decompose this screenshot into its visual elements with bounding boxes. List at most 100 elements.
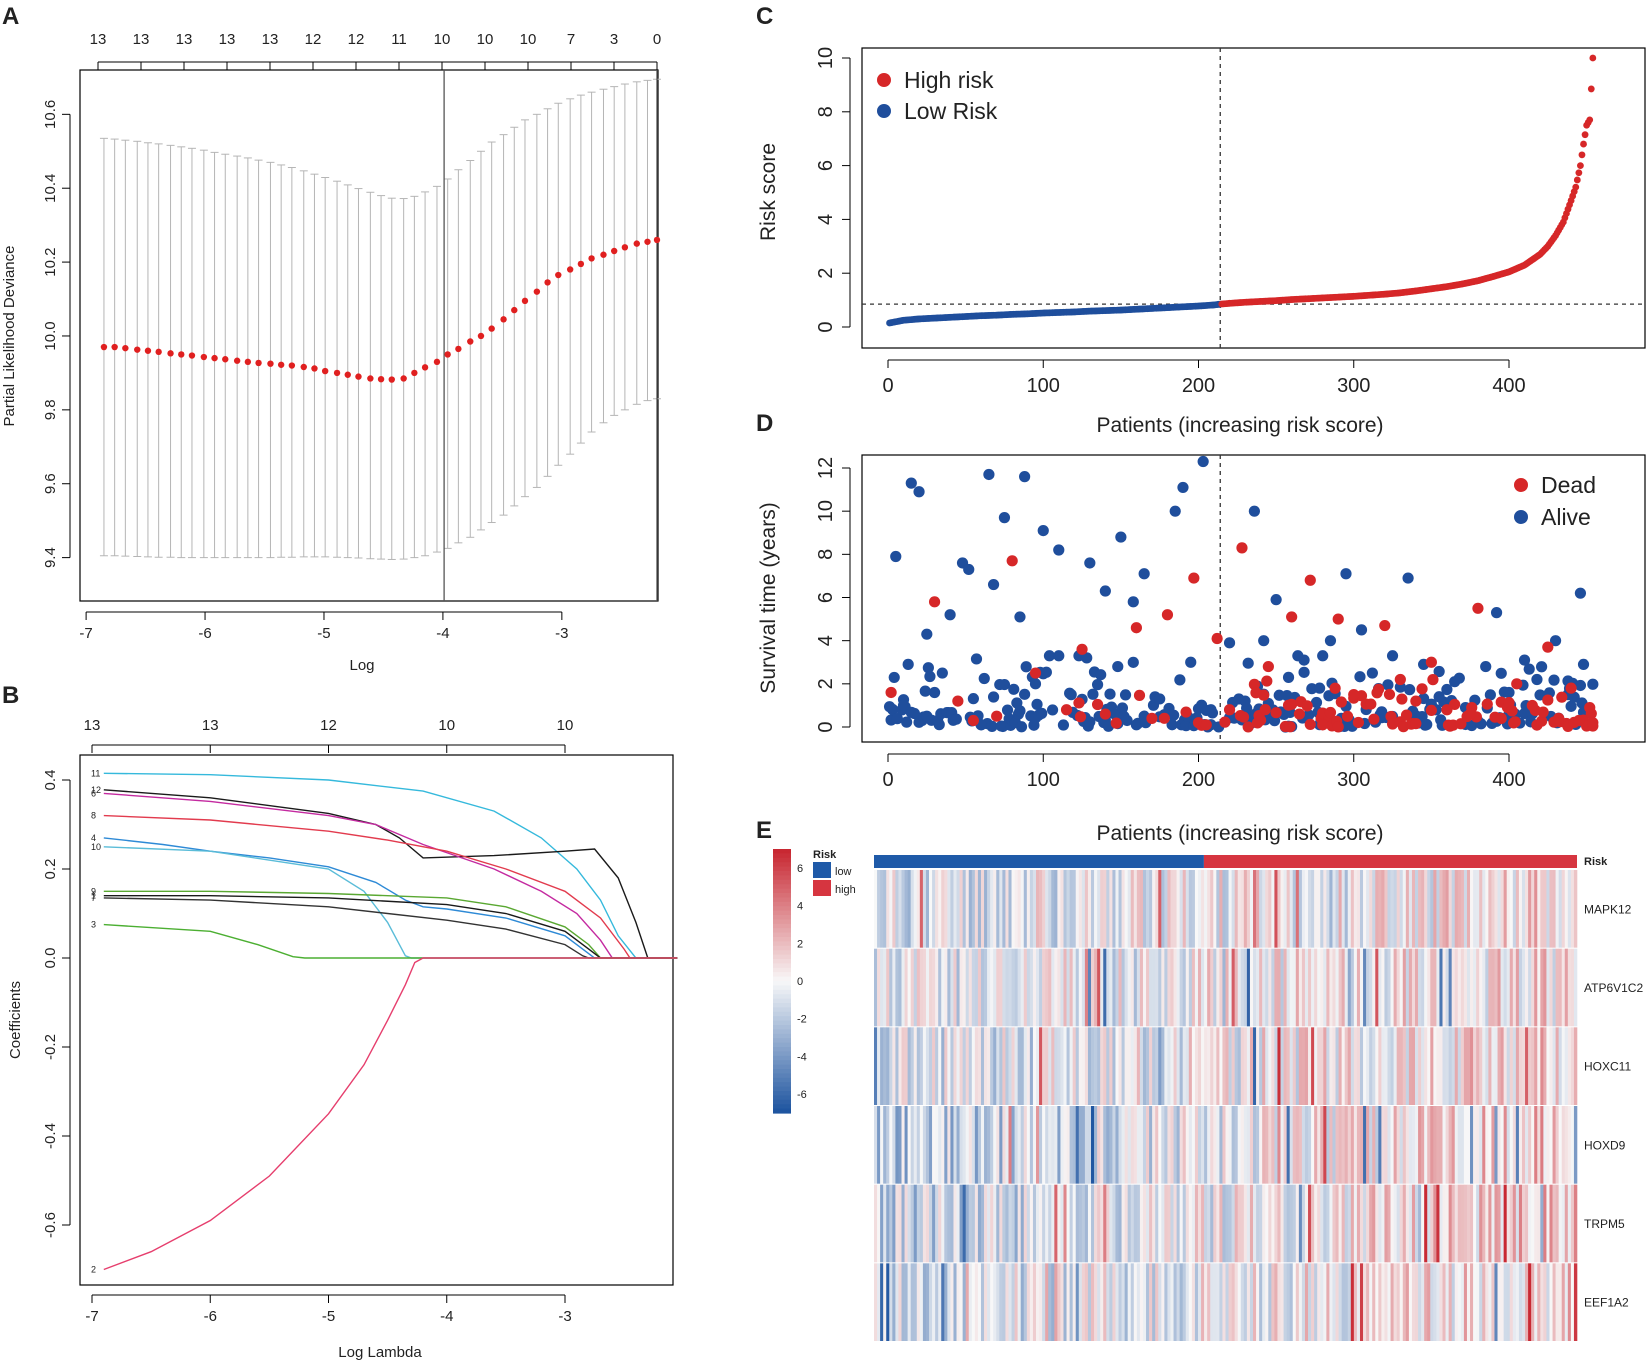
heatmap-cell: [1002, 1106, 1006, 1184]
heatmap-cell: [907, 870, 911, 948]
color-scale-cell: [773, 1047, 791, 1052]
color-scale-label: -6: [797, 1089, 807, 1101]
heatmap-cell: [1347, 1263, 1352, 1341]
heatmap-cell: [1118, 1184, 1122, 1263]
heatmap-cell: [1259, 1263, 1263, 1341]
heatmap-cell: [910, 870, 915, 948]
color-scale-cell: [773, 879, 791, 885]
heatmap-cell: [1130, 1263, 1135, 1341]
heatmap-cell: [1488, 870, 1492, 948]
heatmap-cell: [1298, 1263, 1303, 1341]
heatmap-cell: [1320, 1106, 1324, 1184]
heatmap-cell: [1219, 1263, 1223, 1341]
heatmap-cell: [1112, 1184, 1116, 1263]
heatmap-cell: [1320, 948, 1324, 1027]
heatmap-cell: [1546, 948, 1550, 1027]
alive-point: [1382, 679, 1394, 691]
heatmap-cell: [935, 948, 939, 1027]
heatmap-cell: [898, 1027, 902, 1105]
heatmap-cell: [1375, 1263, 1379, 1341]
heatmap-cell: [1411, 1106, 1416, 1184]
coefficient-path-8: [103, 814, 678, 959]
heatmap-cell: [1262, 870, 1266, 948]
y-tick-label: -0.2: [42, 1034, 59, 1060]
color-scale-cell: [773, 1042, 791, 1048]
heatmap-cell: [1491, 1106, 1495, 1184]
heatmap-cell: [1445, 1184, 1449, 1263]
heatmap-cell: [1473, 1184, 1477, 1263]
heatmap-cell: [1491, 1027, 1495, 1105]
heatmap-cell: [1521, 1263, 1526, 1341]
heatmap-cell: [1573, 948, 1578, 1027]
dead-point: [1110, 717, 1122, 729]
heatmap-cell: [1304, 1027, 1309, 1105]
heatmap-cell: [1133, 1263, 1138, 1341]
heatmap-cell: [1158, 870, 1162, 948]
heatmap-cell: [1032, 1184, 1037, 1263]
deviance-point: [388, 376, 395, 383]
heatmap-cell: [1378, 948, 1382, 1027]
heatmap-cell: [1152, 1263, 1156, 1341]
alive-point: [1099, 585, 1111, 597]
deviance-point: [477, 332, 485, 340]
color-scale-cell: [773, 985, 791, 991]
heatmap-cell: [1433, 948, 1437, 1027]
heatmap-cell: [1372, 1184, 1376, 1263]
heatmap-cell: [901, 870, 905, 948]
heatmap-cell: [1185, 1106, 1190, 1184]
heatmap-cell: [1045, 1184, 1049, 1263]
heatmap-cell: [880, 870, 884, 948]
heatmap-cell: [1115, 1027, 1119, 1105]
alive-point: [1258, 635, 1270, 647]
heatmap-cell: [1039, 948, 1043, 1027]
heatmap-cell: [1384, 870, 1388, 948]
heatmap-cell: [1570, 870, 1575, 948]
heatmap-cell: [1552, 870, 1556, 948]
color-scale-cell: [773, 1020, 791, 1026]
heatmap-cell: [907, 1184, 911, 1263]
heatmap-cell: [1029, 870, 1034, 948]
heatmap-cell: [1393, 1027, 1397, 1105]
heatmap-cell: [1350, 870, 1355, 948]
heatmap-cell: [1234, 1263, 1239, 1341]
heatmap-cell: [996, 1027, 1000, 1105]
alive-point: [1014, 705, 1026, 717]
panel-c-legend: High risk Low Risk: [877, 67, 998, 124]
dead-point: [1259, 704, 1271, 716]
heatmap-cell: [971, 1106, 976, 1184]
heatmap-cell: [922, 1027, 927, 1105]
heatmap-cell: [1338, 1106, 1342, 1184]
heatmap-cell: [1032, 1106, 1037, 1184]
heatmap-cell: [941, 1263, 945, 1341]
color-scale-cell: [773, 928, 791, 934]
heatmap-cell: [1421, 1106, 1425, 1184]
heatmap-cell: [1323, 1184, 1327, 1263]
heatmap-cell: [1531, 1263, 1535, 1341]
heatmap-cell: [1308, 870, 1312, 948]
heatmap-cell: [1390, 1027, 1394, 1105]
heatmap-cell: [1387, 1263, 1391, 1341]
heatmap-cell: [916, 948, 921, 1027]
panel-d-points: [883, 455, 1599, 733]
heatmap-cell: [1268, 1263, 1272, 1341]
heatmap-cell: [1197, 1027, 1202, 1105]
heatmap-cell: [1396, 870, 1401, 948]
heatmap-cell: [1167, 1027, 1171, 1105]
color-scale-cell: [773, 972, 791, 978]
heatmap-cell: [1219, 870, 1223, 948]
path-label: 3: [91, 920, 96, 930]
heatmap-cell: [1167, 1263, 1171, 1341]
heatmap-cell: [1210, 1184, 1214, 1263]
heatmap-cell: [1222, 1027, 1226, 1105]
heatmap-cell: [1561, 870, 1566, 948]
heatmap-cell: [1497, 1263, 1501, 1341]
heatmap-cell: [1384, 1027, 1388, 1105]
heatmap-cell: [880, 1184, 884, 1263]
alive-point: [1404, 684, 1416, 696]
top-count-label: 10: [520, 31, 537, 48]
heatmap-cell: [1473, 1106, 1477, 1184]
deviance-point: [144, 347, 152, 354]
panel-d-letter: D: [756, 410, 773, 437]
heatmap-cell: [1338, 1027, 1342, 1105]
heatmap-cell: [1424, 1263, 1428, 1341]
